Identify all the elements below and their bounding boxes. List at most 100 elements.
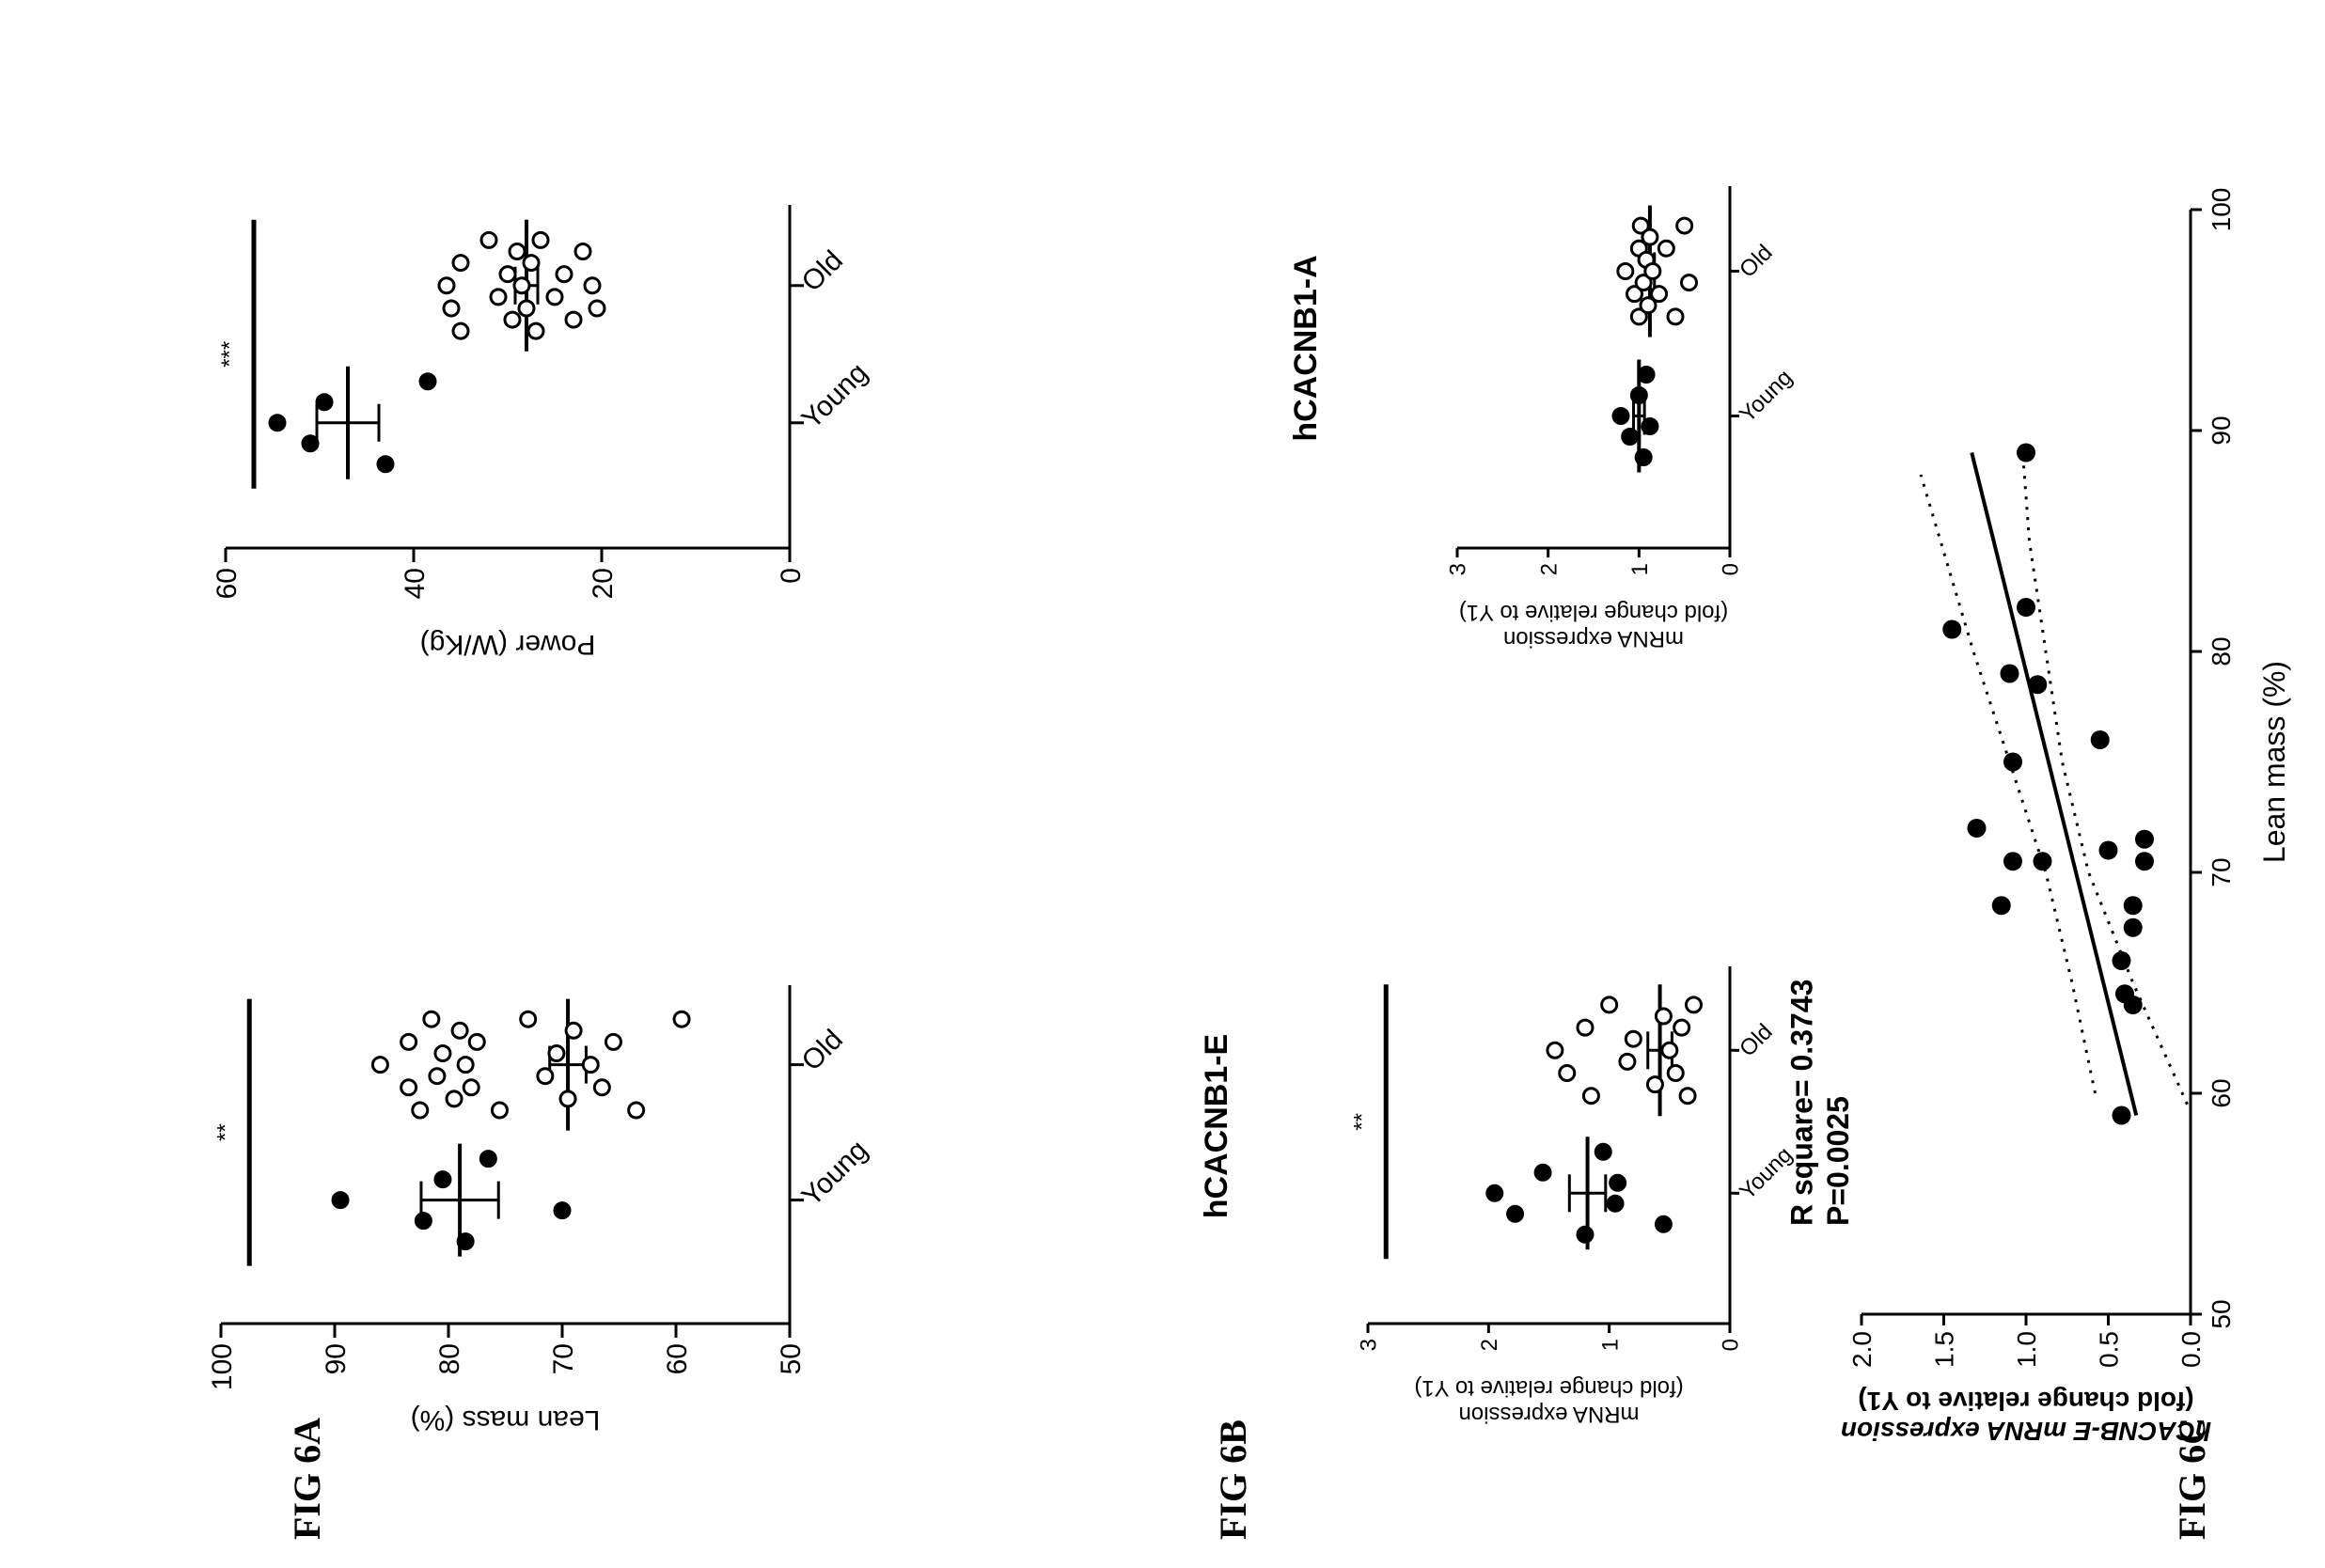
data-point: [2017, 443, 2035, 463]
data-point-young: [1609, 1173, 1627, 1192]
y-axis-label: hCACNB-E mRNA expression(fold change rel…: [1841, 1387, 2211, 1446]
data-point-young: [1629, 385, 1648, 404]
data-point-old: [456, 1056, 475, 1074]
y-tick-label: 1.0: [2012, 1331, 2041, 1368]
data-point-young: [315, 393, 334, 412]
data-point: [2028, 675, 2048, 695]
data-point-old: [479, 230, 498, 249]
data-point-young: [1637, 365, 1656, 384]
data-point-old: [627, 1101, 646, 1120]
data-point-old: [519, 1010, 538, 1028]
data-point-old: [450, 1021, 469, 1040]
y-tick-label: 50: [776, 1343, 807, 1374]
x-tick-label: Old: [1735, 1019, 1778, 1062]
data-point-old: [1654, 1007, 1673, 1026]
data-point-old: [508, 242, 526, 260]
data-point-young: [553, 1201, 572, 1220]
y-tick-label: 100: [207, 1343, 238, 1390]
significance-stars: ***: [217, 341, 243, 368]
data-point-old: [547, 1044, 566, 1062]
data-point-old: [1680, 274, 1698, 292]
x-tick-label: Old: [1735, 240, 1778, 283]
y-axis-label: Power (W/Kg): [420, 629, 596, 660]
regression-line: [1970, 452, 2139, 1116]
x-tick-label: 60: [2207, 1078, 2236, 1107]
data-point-old: [1546, 1041, 1564, 1059]
significance-stars: **: [212, 1123, 238, 1141]
y-tick-label: 80: [434, 1343, 465, 1374]
data-point-young: [1641, 416, 1659, 435]
y-tick-label: 1: [1627, 563, 1653, 575]
y-axis-label-line: (fold change relative to Y1): [1459, 600, 1728, 625]
data-point-old: [467, 1032, 486, 1051]
data-point-old: [555, 265, 573, 284]
data-point-young: [268, 414, 287, 432]
x-tick-label: Young: [796, 357, 874, 435]
data-point-old: [400, 1032, 418, 1051]
data-point-old: [1600, 996, 1619, 1014]
data-point-old: [1626, 285, 1643, 304]
significance-stars: **: [1349, 1113, 1375, 1131]
data-point-old: [1666, 1064, 1685, 1082]
x-axis-label: Lean mass (%): [2257, 661, 2291, 863]
y-tick-label: 0: [776, 568, 807, 584]
chart-6C: 0.0 0.5 1.0 1.5 2.0 50 60 70 80 90 100 Lean mass (%…: [1785, 188, 2292, 1446]
data-point-old: [428, 1067, 447, 1086]
data-point: [2017, 598, 2035, 617]
data-point: [2098, 840, 2118, 860]
ci-upper-curve: [1919, 474, 2097, 1094]
data-point-old: [442, 299, 461, 318]
ci-lower-curve: [2021, 452, 2189, 1105]
y-axis-label-line: (fold change relative to Y1): [1858, 1387, 2193, 1416]
data-point-old: [1660, 1041, 1679, 1059]
data-point-old: [1624, 1029, 1642, 1048]
data-point-young: [479, 1150, 497, 1168]
y-axis-label-line: hCACNB-E mRNA expression: [1841, 1417, 2211, 1446]
data-point-old: [422, 1010, 441, 1028]
data-point-young: [1576, 1225, 1595, 1244]
x-tick-label: 80: [2207, 636, 2236, 666]
chart-6A-right: 0 20 40 60 Power (W/Kg) Young Old ***: [212, 205, 874, 660]
y-axis-label-line: mRNA expression: [1458, 1402, 1639, 1427]
data-point-young: [418, 372, 437, 391]
data-point-old: [672, 1010, 691, 1028]
y-tick-label: 0.5: [2095, 1331, 2124, 1368]
y-tick-label: 0: [1719, 1339, 1744, 1351]
y-tick-label: 3: [1357, 1339, 1382, 1351]
data-point: [2115, 984, 2134, 1004]
y-tick-label: 2: [1536, 563, 1562, 575]
y-tick-label: 40: [400, 568, 431, 599]
y-tick-label: 90: [321, 1343, 352, 1374]
data-point-old: [1634, 274, 1653, 292]
data-point: [2135, 829, 2154, 849]
x-tick-label: 50: [2207, 1299, 2236, 1328]
data-point-old: [1629, 307, 1648, 326]
data-point-young: [1634, 447, 1653, 466]
data-point: [2123, 896, 2143, 916]
y-axis-label-line: Lean mass (%): [411, 1404, 601, 1435]
data-point-young: [1485, 1184, 1504, 1202]
data-point: [2112, 1105, 2131, 1125]
data-point-old: [370, 1056, 389, 1074]
y-tick-label: 1: [1597, 1339, 1623, 1351]
data-point-young: [1606, 1194, 1625, 1213]
data-point: [1967, 819, 1987, 838]
fig-6a-label: FIG 6A: [286, 1418, 328, 1540]
data-point-young: [301, 434, 320, 453]
x-tick-label: Old: [796, 244, 849, 297]
data-point-old: [1581, 1087, 1600, 1105]
data-point-old: [573, 242, 592, 260]
chart-title: hCACNB1-E: [1199, 1034, 1234, 1218]
data-point-old: [437, 276, 456, 295]
data-point-old: [462, 1078, 480, 1097]
data-point: [2033, 852, 2052, 871]
data-point-old: [433, 1044, 452, 1062]
data-point-old: [1618, 1052, 1637, 1071]
data-point-old: [1666, 307, 1685, 326]
y-tick-label: 60: [662, 1343, 693, 1374]
data-point-old: [522, 254, 541, 273]
data-point: [2000, 664, 2019, 683]
y-tick-label: 0.0: [2176, 1331, 2206, 1368]
y-tick-label: 70: [548, 1343, 579, 1374]
